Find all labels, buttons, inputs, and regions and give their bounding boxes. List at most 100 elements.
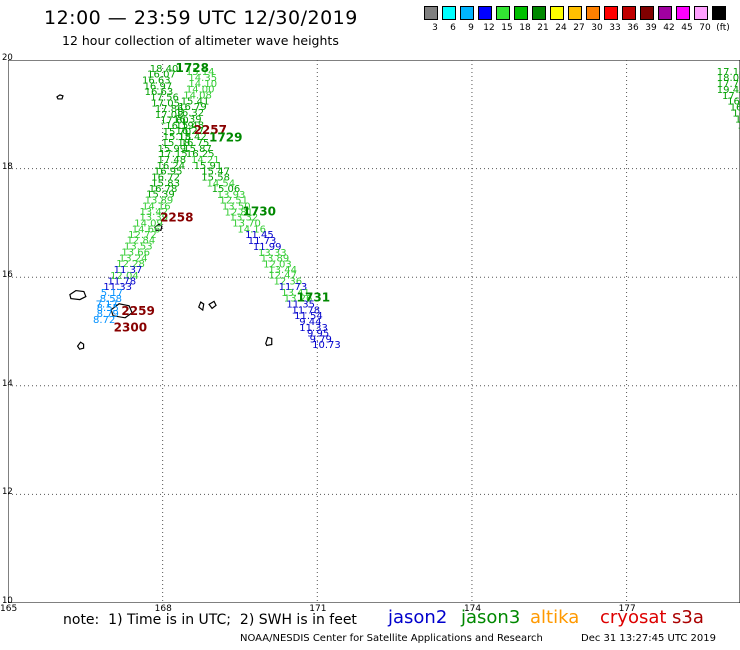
wave-height-map: 18.4016.0716.6316.9716.6317.5617.0517.86… bbox=[8, 60, 740, 603]
wave-height-value: 13.89 bbox=[145, 195, 174, 206]
wave-height-observations: 18.4016.0716.6316.9716.6317.5617.0517.86… bbox=[93, 64, 740, 351]
wave-height-value: 15.48 bbox=[176, 120, 205, 131]
wave-height-value: 10.73 bbox=[312, 340, 341, 351]
wave-height-value: 15.14 bbox=[186, 67, 215, 78]
wave-height-value: 7.17 bbox=[96, 300, 118, 311]
wave-height-value: 16.79 bbox=[178, 102, 207, 113]
wave-height-value: 17.73 bbox=[722, 91, 740, 102]
pass-time-label: 2300 bbox=[114, 321, 147, 335]
wave-height-value: 8.55 bbox=[97, 303, 119, 314]
wave-height-value: 12.36 bbox=[273, 276, 302, 287]
wave-height-value: 16.39 bbox=[173, 114, 202, 125]
wave-height-value: 16.63 bbox=[142, 75, 171, 86]
pass-time-label: 1729 bbox=[209, 130, 242, 144]
wave-height-value: 11.45 bbox=[245, 230, 274, 241]
wave-height-value: 16.19 bbox=[165, 121, 194, 132]
latitude-tick-label: 20 bbox=[2, 53, 13, 63]
color-swatch bbox=[622, 6, 636, 20]
wave-height-value: 16.75 bbox=[181, 138, 210, 149]
color-scale-label: 70 bbox=[699, 23, 711, 33]
wave-height-value: 11.35 bbox=[286, 300, 315, 311]
wave-height-value: 17.60 bbox=[160, 116, 189, 127]
island-outline bbox=[154, 223, 163, 231]
color-scale-label: 9 bbox=[468, 23, 474, 33]
wave-height-value: 12.47 bbox=[268, 270, 297, 281]
wave-height-value: 8.79 bbox=[97, 309, 119, 320]
latitude-tick-label: 18 bbox=[2, 161, 13, 172]
wave-height-value: 18.05 bbox=[717, 73, 740, 84]
wave-height-value: 13.26 bbox=[284, 294, 313, 305]
wave-height-value: 16. bbox=[735, 114, 740, 125]
island-outline bbox=[198, 301, 205, 312]
wave-height-value: 16.78 bbox=[149, 184, 178, 195]
island-outline bbox=[76, 341, 85, 350]
wave-height-value: 12.84 bbox=[127, 236, 156, 247]
color-swatch bbox=[442, 6, 456, 20]
wave-height-value: 14.16 bbox=[142, 201, 171, 212]
wave-height-value: 14.21 bbox=[191, 155, 220, 166]
satellite-legend-cryosat: cryosat bbox=[600, 607, 667, 628]
wave-height-value: 13.53 bbox=[124, 242, 153, 253]
color-scale-label: 45 bbox=[681, 23, 693, 33]
color-swatch bbox=[604, 6, 618, 20]
wave-height-value: 11.54 bbox=[294, 311, 323, 322]
latitude-tick-label: 14 bbox=[2, 378, 13, 389]
wave-height-value: 15.42 bbox=[178, 132, 207, 143]
island-outline bbox=[208, 300, 217, 310]
wave-height-value: 11.99 bbox=[253, 242, 282, 253]
longitude-tick-label: 171 bbox=[309, 604, 327, 614]
wave-height-value: 17.56 bbox=[150, 93, 179, 104]
page-subtitle: 12 hour collection of altimeter wave hei… bbox=[62, 33, 339, 48]
wave-height-value: 15.06 bbox=[212, 184, 241, 195]
wave-height-value: 15.18 bbox=[163, 132, 192, 143]
wave-height-value: 16.27 bbox=[176, 126, 205, 137]
wave-height-value: 11.78 bbox=[107, 276, 136, 287]
island-outline bbox=[265, 336, 273, 347]
pass-time-label: 2258 bbox=[160, 210, 193, 224]
wave-height-value: 16.63 bbox=[145, 87, 174, 98]
wave-height-value: 13.70 bbox=[232, 219, 261, 230]
color-scale-label: 33 bbox=[609, 23, 621, 33]
wave-height-value: 13.89 bbox=[261, 253, 290, 264]
color-scale-label: 18 bbox=[519, 23, 531, 33]
wave-height-value: 15.18 bbox=[162, 138, 191, 149]
wave-height-value: 9.79 bbox=[310, 334, 332, 345]
color-scale-label: 42 bbox=[663, 23, 675, 33]
latitude-tick-label: 16 bbox=[2, 270, 13, 281]
color-swatch bbox=[550, 6, 564, 20]
color-scale-label: 15 bbox=[501, 23, 513, 33]
wave-height-value: 17.71 bbox=[717, 79, 740, 90]
wave-height-value: 14.35 bbox=[188, 73, 217, 84]
wave-height-value: 16.79 bbox=[727, 97, 740, 108]
wave-height-value: 14.09 bbox=[134, 219, 163, 230]
longitude-tick-label: 168 bbox=[154, 604, 172, 614]
longitude-tick-label: 165 bbox=[0, 604, 18, 614]
color-swatch bbox=[658, 6, 672, 20]
wave-height-value: 13.66 bbox=[121, 247, 150, 258]
wave-height-value: 15.41 bbox=[181, 97, 210, 108]
wave-height-value: 17.86 bbox=[155, 104, 184, 115]
wave-height-value: 13.42 bbox=[139, 207, 168, 218]
color-scale-label: 24 bbox=[555, 23, 567, 33]
wave-height-value: 14.00 bbox=[186, 85, 215, 96]
color-swatch bbox=[640, 6, 654, 20]
wave-height-value: 8.72 bbox=[93, 315, 115, 326]
wave-height-value: 16.32 bbox=[176, 108, 205, 119]
generated-timestamp: Dec 31 13:27:45 UTC 2019 bbox=[581, 633, 716, 644]
wave-height-value: 13.32 bbox=[230, 213, 259, 224]
wave-height-value: 11.78 bbox=[292, 306, 321, 317]
wave-height-value: 13.93 bbox=[217, 190, 246, 201]
wave-height-value: 12.51 bbox=[219, 195, 248, 206]
wave-height-value: 8.58 bbox=[100, 294, 122, 305]
wave-height-value: 12.72 bbox=[128, 230, 157, 241]
wave-height-value: 13.39 bbox=[139, 213, 168, 224]
wave-height-value: 19.44 bbox=[717, 85, 740, 96]
island-outlines bbox=[56, 94, 273, 350]
pass-time-label: 1728 bbox=[176, 61, 209, 75]
color-scale-label: 27 bbox=[573, 23, 585, 33]
wave-height-value: 9.44 bbox=[299, 317, 321, 328]
wave-height-value: 17.05 bbox=[151, 99, 180, 110]
satellite-legend-jason2: jason2 bbox=[388, 607, 448, 628]
pass-time-label: 2257 bbox=[194, 123, 227, 137]
wave-height-value: 16.97 bbox=[144, 81, 173, 92]
